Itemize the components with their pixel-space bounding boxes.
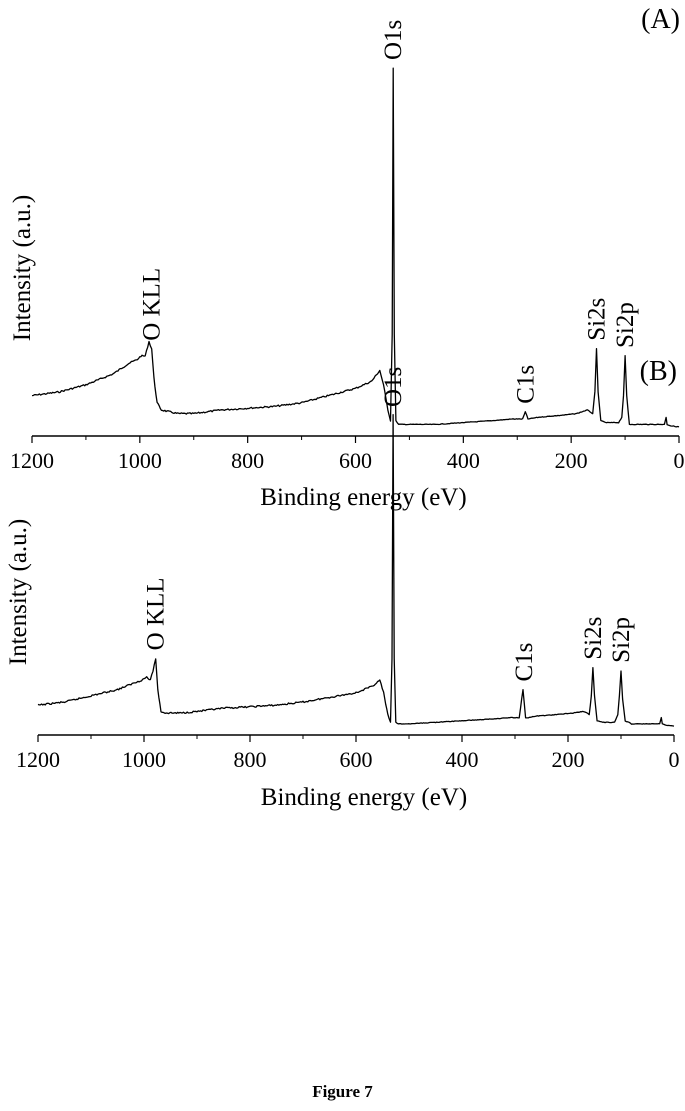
x-tick-label: 600 bbox=[340, 747, 373, 772]
peak-label-c1s: C1s bbox=[511, 643, 538, 682]
x-tick-label: 1200 bbox=[10, 448, 54, 473]
x-tick-label: 200 bbox=[555, 448, 588, 473]
peak-label-o-kll: O KLL bbox=[143, 577, 170, 650]
peak-label-si2p: Si2p bbox=[612, 302, 639, 348]
x-tick-label: 1000 bbox=[122, 747, 166, 772]
spectrum-series-line bbox=[37, 414, 675, 727]
x-tick-label: 400 bbox=[447, 448, 480, 473]
y-axis-title: Intensity (a.u.) bbox=[9, 195, 36, 341]
peak-label-si2p: Si2p bbox=[608, 617, 635, 663]
y-axis-title: Intensity (a.u.) bbox=[5, 519, 32, 665]
peak-label-si2s: Si2s bbox=[580, 617, 607, 660]
panel-label: (B) bbox=[640, 356, 677, 387]
x-tick-label: 1000 bbox=[118, 448, 162, 473]
x-tick-label: 400 bbox=[446, 747, 479, 772]
x-tick-label: 0 bbox=[674, 448, 685, 473]
panel-label: (A) bbox=[641, 4, 680, 35]
x-tick-label: 200 bbox=[552, 747, 585, 772]
peak-label-c1s: C1s bbox=[512, 365, 539, 404]
peak-label-o1s: O1s bbox=[380, 20, 407, 60]
peak-label-si2s: Si2s bbox=[584, 298, 611, 341]
peak-label-o1s: O1s bbox=[380, 367, 407, 407]
x-axis-title: Binding energy (eV) bbox=[260, 484, 466, 511]
figure-caption: Figure 7 bbox=[312, 1082, 373, 1101]
x-tick-label: 1200 bbox=[16, 747, 60, 772]
peak-label-o-kll: O KLL bbox=[139, 268, 166, 341]
chart-panel-a: 1200 1000 800 600 400 200 0 Binding energy (eV)… bbox=[9, 4, 685, 511]
x-tick-label: 800 bbox=[234, 747, 267, 772]
spectrum-series-line bbox=[31, 67, 680, 428]
chart-panel-b: 1200 1000 800 600 400 200 0 Binding energy (eV)… bbox=[5, 356, 680, 811]
x-tick-label: 600 bbox=[339, 448, 372, 473]
x-tick-label: 0 bbox=[669, 747, 680, 772]
x-axis-title: Binding energy (eV) bbox=[261, 784, 467, 811]
x-tick-label: 800 bbox=[231, 448, 264, 473]
